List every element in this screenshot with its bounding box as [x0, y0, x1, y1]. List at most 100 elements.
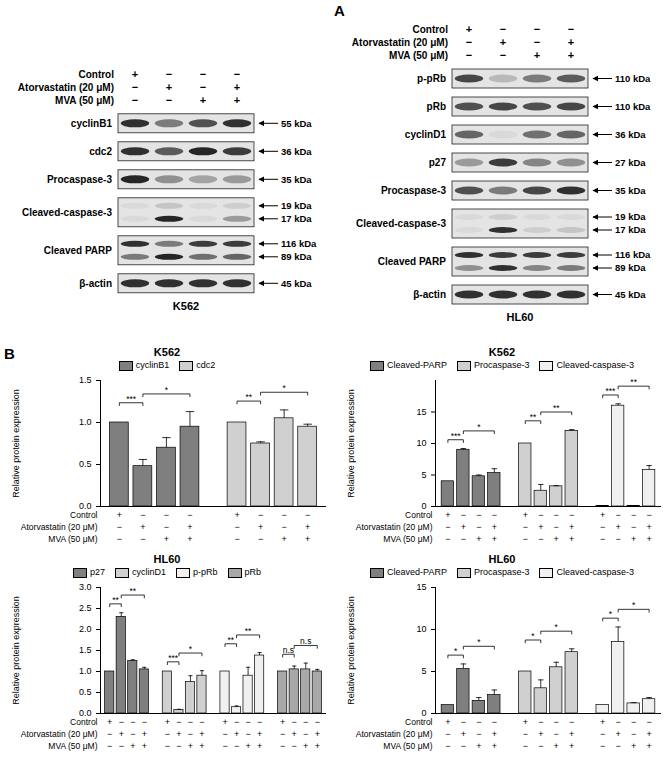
- svg-text:−: −: [130, 729, 135, 739]
- svg-text:−: −: [616, 741, 621, 751]
- svg-text:*: *: [632, 600, 636, 610]
- svg-text:−: −: [166, 68, 172, 80]
- svg-text:Control: Control: [78, 69, 114, 80]
- svg-text:110 kDa: 110 kDa: [615, 73, 651, 84]
- svg-text:−: −: [476, 729, 481, 739]
- svg-text:−: −: [140, 534, 145, 544]
- svg-text:−: −: [461, 741, 466, 751]
- svg-text:+: +: [280, 717, 285, 727]
- svg-text:−: −: [142, 717, 147, 727]
- svg-text:Cleaved PARP: Cleaved PARP: [378, 256, 447, 267]
- svg-text:+: +: [130, 741, 135, 751]
- svg-text:p27: p27: [429, 157, 447, 168]
- svg-text:pRb: pRb: [427, 101, 446, 112]
- svg-text:−: −: [538, 741, 543, 751]
- svg-text:−: −: [107, 729, 112, 739]
- svg-text:+: +: [600, 717, 605, 727]
- svg-text:***: ***: [451, 431, 462, 441]
- svg-text:15: 15: [416, 407, 426, 417]
- svg-text:45 kDa: 45 kDa: [615, 289, 646, 300]
- svg-text:A: A: [334, 2, 345, 19]
- svg-text:Atorvastatin (20 μM): Atorvastatin (20 μM): [352, 37, 448, 48]
- svg-text:−: −: [568, 23, 574, 35]
- svg-text:+: +: [461, 729, 466, 739]
- svg-text:−: −: [600, 534, 605, 544]
- svg-text:−: −: [646, 717, 651, 727]
- svg-text:+: +: [631, 534, 636, 544]
- svg-text:+: +: [305, 522, 310, 532]
- svg-text:−: −: [303, 729, 308, 739]
- svg-text:−: −: [538, 534, 543, 544]
- svg-text:+: +: [476, 534, 481, 544]
- svg-text:*: *: [531, 631, 535, 641]
- svg-text:35 kDa: 35 kDa: [615, 185, 646, 196]
- svg-text:−: −: [631, 510, 636, 520]
- svg-text:+: +: [538, 522, 543, 532]
- svg-text:**: **: [246, 392, 253, 402]
- svg-text:β-actin: β-actin: [413, 289, 446, 300]
- svg-text:+: +: [117, 510, 122, 520]
- svg-text:+: +: [187, 534, 192, 544]
- svg-text:**: **: [530, 412, 537, 422]
- svg-text:116 kDa: 116 kDa: [281, 238, 317, 249]
- svg-text:−: −: [200, 81, 206, 93]
- svg-text:Relative protein expression: Relative protein expression: [11, 596, 21, 705]
- svg-text:+: +: [476, 741, 481, 751]
- svg-text:−: −: [234, 522, 239, 532]
- svg-text:0.5: 0.5: [79, 459, 92, 469]
- svg-text:***: ***: [168, 653, 179, 663]
- svg-text:89 kDa: 89 kDa: [615, 262, 646, 273]
- svg-text:−: −: [445, 534, 450, 544]
- svg-text:Control: Control: [405, 510, 433, 520]
- svg-text:−: −: [281, 510, 286, 520]
- svg-text:cdc2: cdc2: [89, 146, 112, 157]
- svg-text:−: −: [523, 741, 528, 751]
- svg-text:+: +: [616, 729, 621, 739]
- svg-text:−: −: [445, 522, 450, 532]
- svg-text:+: +: [461, 522, 466, 532]
- svg-text:+: +: [165, 717, 170, 727]
- svg-text:+: +: [257, 729, 262, 739]
- svg-text:−: −: [461, 534, 466, 544]
- svg-text:+: +: [600, 510, 605, 520]
- svg-text:−: −: [280, 741, 285, 751]
- svg-text:−: −: [466, 36, 472, 48]
- svg-text:−: −: [600, 729, 605, 739]
- svg-text:+: +: [234, 729, 239, 739]
- svg-text:β-actin: β-actin: [79, 278, 112, 289]
- svg-text:K562: K562: [173, 300, 199, 312]
- svg-text:1.5: 1.5: [79, 645, 92, 655]
- svg-text:+: +: [305, 534, 310, 544]
- svg-text:+: +: [492, 729, 497, 739]
- svg-text:19 kDa: 19 kDa: [615, 211, 646, 222]
- svg-text:+: +: [166, 81, 172, 93]
- svg-text:−: −: [616, 717, 621, 727]
- svg-text:−: −: [200, 68, 206, 80]
- svg-text:MVA (50 μM): MVA (50 μM): [48, 741, 97, 751]
- svg-text:−: −: [554, 729, 559, 739]
- svg-text:−: −: [164, 510, 169, 520]
- svg-text:+: +: [140, 522, 145, 532]
- svg-text:+: +: [568, 36, 574, 48]
- svg-text:+: +: [315, 741, 320, 751]
- svg-text:−: −: [166, 94, 172, 106]
- svg-text:+: +: [142, 729, 147, 739]
- svg-text:−: −: [176, 717, 181, 727]
- svg-text:5: 5: [421, 666, 426, 676]
- svg-text:**: **: [129, 586, 136, 596]
- svg-text:2.0: 2.0: [79, 624, 92, 634]
- svg-text:5: 5: [421, 470, 426, 480]
- svg-text:+: +: [538, 729, 543, 739]
- svg-text:**: **: [630, 377, 637, 387]
- svg-text:17 kDa: 17 kDa: [615, 224, 646, 235]
- svg-text:Cleaved-caspase-3: Cleaved-caspase-3: [22, 207, 112, 218]
- svg-text:**: **: [112, 595, 119, 605]
- svg-text:−: −: [234, 68, 240, 80]
- svg-text:−: −: [616, 510, 621, 520]
- svg-text:Control: Control: [405, 717, 433, 727]
- svg-text:−: −: [476, 510, 481, 520]
- svg-text:*: *: [555, 622, 559, 632]
- svg-text:−: −: [292, 717, 297, 727]
- svg-text:+: +: [569, 534, 574, 544]
- svg-text:+: +: [646, 534, 651, 544]
